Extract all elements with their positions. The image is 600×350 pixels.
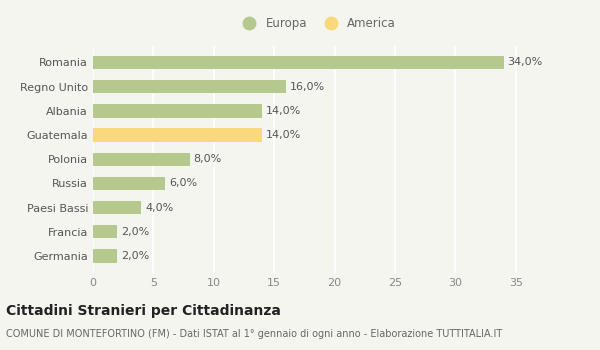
Legend: Europa, America: Europa, America bbox=[232, 13, 401, 35]
Text: 2,0%: 2,0% bbox=[121, 227, 149, 237]
Bar bbox=[93, 225, 117, 238]
Text: 34,0%: 34,0% bbox=[508, 57, 542, 68]
Text: 4,0%: 4,0% bbox=[145, 203, 173, 213]
Text: 16,0%: 16,0% bbox=[290, 82, 325, 92]
Text: 14,0%: 14,0% bbox=[266, 130, 301, 140]
Bar bbox=[93, 56, 504, 69]
Text: COMUNE DI MONTEFORTINO (FM) - Dati ISTAT al 1° gennaio di ogni anno - Elaborazio: COMUNE DI MONTEFORTINO (FM) - Dati ISTAT… bbox=[6, 329, 502, 339]
Text: 14,0%: 14,0% bbox=[266, 106, 301, 116]
Text: 2,0%: 2,0% bbox=[121, 251, 149, 261]
Bar bbox=[93, 128, 262, 142]
Bar bbox=[93, 249, 117, 262]
Bar bbox=[93, 177, 166, 190]
Text: 6,0%: 6,0% bbox=[169, 178, 197, 188]
Bar bbox=[93, 80, 286, 93]
Text: Cittadini Stranieri per Cittadinanza: Cittadini Stranieri per Cittadinanza bbox=[6, 304, 281, 318]
Text: 8,0%: 8,0% bbox=[193, 154, 221, 164]
Bar bbox=[93, 153, 190, 166]
Bar bbox=[93, 201, 142, 214]
Bar bbox=[93, 104, 262, 118]
